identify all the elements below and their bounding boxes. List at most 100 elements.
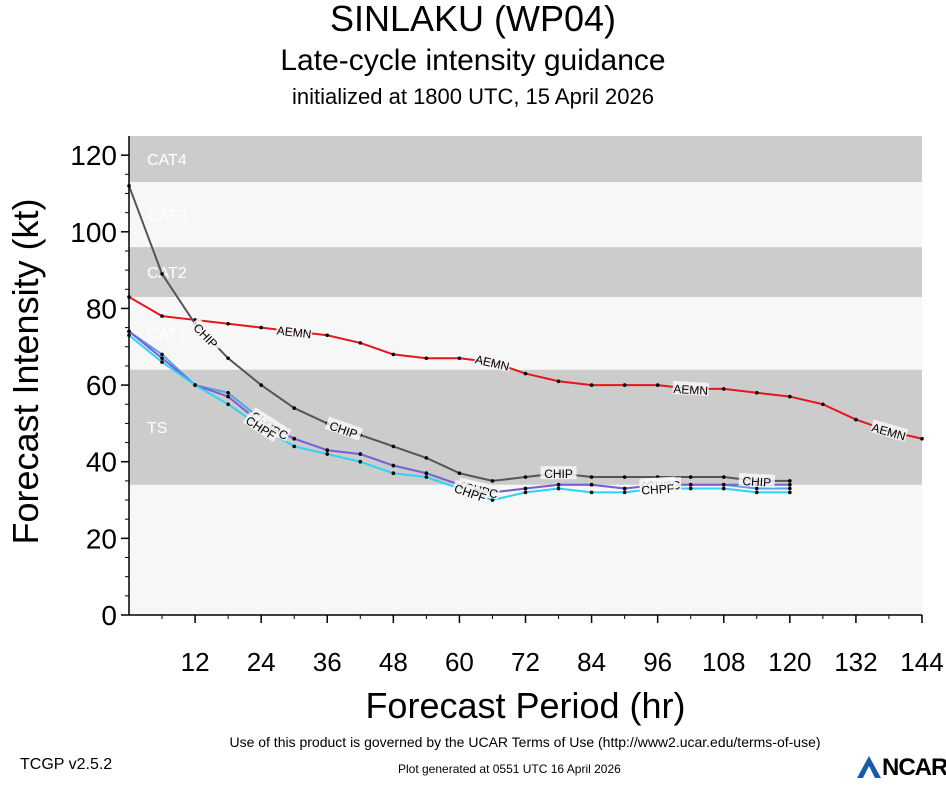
data-point-aemn [259,325,263,330]
data-point-chpf [391,471,396,476]
data-point-chpc [292,436,297,441]
y-tick-label: 120 [70,140,117,171]
data-point-chpf [160,360,164,364]
data-point-chpf [556,486,561,491]
data-point-chip [160,272,164,276]
band-label-cat4: CAT4 [147,152,187,169]
data-point-chip [721,475,726,479]
data-point-chps [788,486,792,491]
data-point-aemn [325,333,330,338]
x-tick-label: 144 [900,647,943,677]
series-label-chip: CHIP [738,472,776,490]
ncar-logo-text: NCAR [882,754,946,781]
x-tick-label: 60 [445,647,474,677]
chart-title: SINLAKU (WP04) [329,0,617,39]
series-label-bg [189,317,224,353]
data-point-aemn [754,390,759,395]
series-label-aemn: AEMN [672,380,710,398]
data-point-aemn [721,387,726,391]
x-tick-label: 24 [247,647,276,677]
data-point-chpc [589,482,594,487]
series-label-text: AEMN [276,323,312,341]
data-point-chpf [292,444,297,449]
series-label-bg [451,479,490,504]
data-point-chpf [589,490,594,495]
data-point-chpc [523,486,528,491]
data-point-aemn [655,383,660,387]
series-label-bg [324,416,364,441]
data-point-chip [292,406,297,410]
series-label-chip: CHIP [540,466,577,481]
data-point-aemn [821,402,825,407]
data-point-chpc [688,482,693,487]
x-tick-label: 36 [313,647,342,677]
series-label-aemn: AEMN [275,322,313,341]
data-point-chip [424,456,429,460]
data-point-chip [788,479,792,483]
data-point-chpf [622,490,627,495]
y-tick-label: 40 [86,447,117,478]
data-point-aemn [424,356,429,361]
data-point-chpc [788,482,792,487]
y-tick-label: 60 [86,370,117,401]
band-cat2 [129,247,922,297]
data-point-aemn [160,314,164,318]
generated-time: Plot generated at 0551 UTC 16 April 2026 [398,762,621,776]
x-tick-label: 48 [379,647,408,677]
data-point-chpf [424,475,429,479]
data-point-aemn [788,394,792,399]
data-point-chpf [688,486,693,491]
init-time: initialized at 1800 UTC, 15 April 2026 [292,84,654,109]
x-tick-label: 72 [511,647,540,677]
series-label-text: CHIP [742,474,771,490]
band-label-cat2: CAT2 [147,265,187,282]
series-label-text: CHIP [544,467,573,481]
data-point-aemn [622,383,627,387]
y-axis-label: Forecast Intensity (kt) [5,198,46,544]
data-point-chpc [391,463,396,468]
x-axis-label: Forecast Period (hr) [365,685,685,726]
y-tick-label: 20 [86,523,117,554]
series-label-bg [672,380,710,396]
series-label-text: CHPF [641,482,674,498]
data-point-chpf [523,490,528,495]
y-tick-label: 80 [86,293,117,324]
data-point-chip [622,475,627,479]
band-cat4 [129,136,922,182]
data-point-chpc [622,486,627,491]
data-point-aemn [226,321,230,326]
series-label-chpf: CHPF [639,480,676,498]
data-point-aemn [523,371,528,376]
data-point-chpf [193,383,197,387]
data-point-chpf [490,498,495,502]
data-point-chip [226,356,230,361]
data-point-chpc [226,394,230,399]
data-point-chpc [556,482,561,487]
data-point-chps [160,352,164,357]
data-point-aemn [457,356,462,361]
data-point-chpc [358,452,363,456]
x-tick-label: 96 [643,647,672,677]
ncar-logo-icon [857,756,881,778]
terms-of-use: Use of this product is governed by the U… [229,734,821,750]
data-point-chip [688,475,693,479]
band-label-cat1: CAT1 [147,326,187,343]
data-point-chpf [358,459,363,464]
data-point-aemn [589,383,594,387]
series-label-bg [639,480,676,496]
y-tick-label: 100 [70,217,117,248]
data-point-chpc [721,482,726,487]
series-label-text: AEMN [673,382,708,398]
data-point-aemn [358,341,363,345]
data-point-aemn [854,417,858,422]
data-point-chip [523,475,528,479]
band-label-cat3: CAT3 [147,208,187,225]
data-point-chip [259,383,263,387]
data-point-aemn [920,436,924,441]
version-label: TCGP v2.5.2 [20,756,113,773]
data-point-aemn [556,379,561,384]
data-point-chip [490,479,495,483]
data-point-chps [754,486,759,491]
data-point-chpf [721,486,726,491]
data-point-chpf [788,490,792,495]
